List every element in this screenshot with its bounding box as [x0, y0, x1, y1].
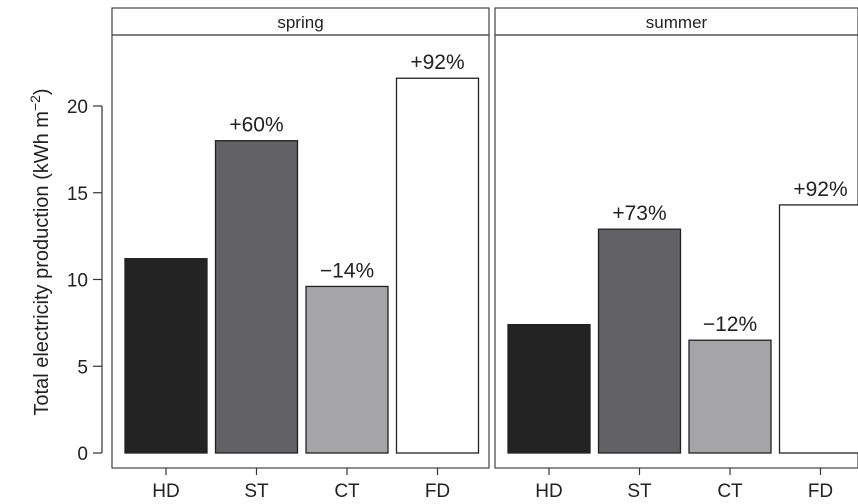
data-label: +73% [612, 202, 666, 225]
bar-summer-st [597, 228, 682, 454]
x-tick-label: ST [627, 481, 652, 502]
panel-border [494, 34, 858, 469]
bar-spring-hd [124, 258, 208, 454]
x-tick-label: HD [535, 481, 562, 502]
panel-strip-label: summer [646, 13, 708, 32]
y-axis-title-superscript: −2 [27, 95, 43, 111]
panel-border [111, 34, 490, 469]
data-label: +92% [410, 51, 464, 74]
data-label: −14% [320, 259, 374, 282]
x-tick-label: FD [808, 481, 833, 502]
y-tick-label: 5 [77, 357, 88, 378]
bar-spring-ct [305, 285, 389, 454]
x-tick-label: HD [152, 481, 179, 502]
bar-summer-hd [507, 323, 591, 454]
panel-spring: spring HD +60% ST −14% CT +92% FD [111, 7, 490, 502]
panel-strip-label: spring [277, 13, 323, 32]
x-tick-label: CT [717, 481, 743, 502]
y-tick-label: 20 [67, 97, 88, 118]
y-axis-title-main: Total electricity production (kWh m [31, 111, 53, 416]
panel-summer: summer HD +73% ST −12% CT +92% FD [494, 7, 858, 502]
data-label: −12% [703, 313, 757, 336]
y-axis-title-close: ) [31, 88, 53, 95]
y-axis: 0 5 10 15 20 [67, 97, 103, 465]
x-tick-label: CT [334, 481, 360, 502]
panel-strip [494, 7, 858, 36]
data-label: +92% [793, 178, 847, 201]
x-tick-label: ST [244, 481, 269, 502]
y-tick-label: 15 [67, 184, 88, 205]
y-axis-title: Total electricity production (kWh m−2) [27, 88, 53, 415]
bar-summer-ct [688, 339, 772, 454]
bar-spring-fd [395, 77, 480, 454]
data-label: +60% [229, 114, 283, 137]
panels: spring HD +60% ST −14% CT +92% FD summer HD +73% ST… [111, 7, 858, 502]
bar-spring-st [214, 140, 299, 454]
bar-summer-fd [778, 204, 858, 454]
y-tick-label: 0 [77, 444, 88, 465]
x-tick-label: FD [425, 481, 450, 502]
y-tick-label: 10 [67, 271, 88, 292]
